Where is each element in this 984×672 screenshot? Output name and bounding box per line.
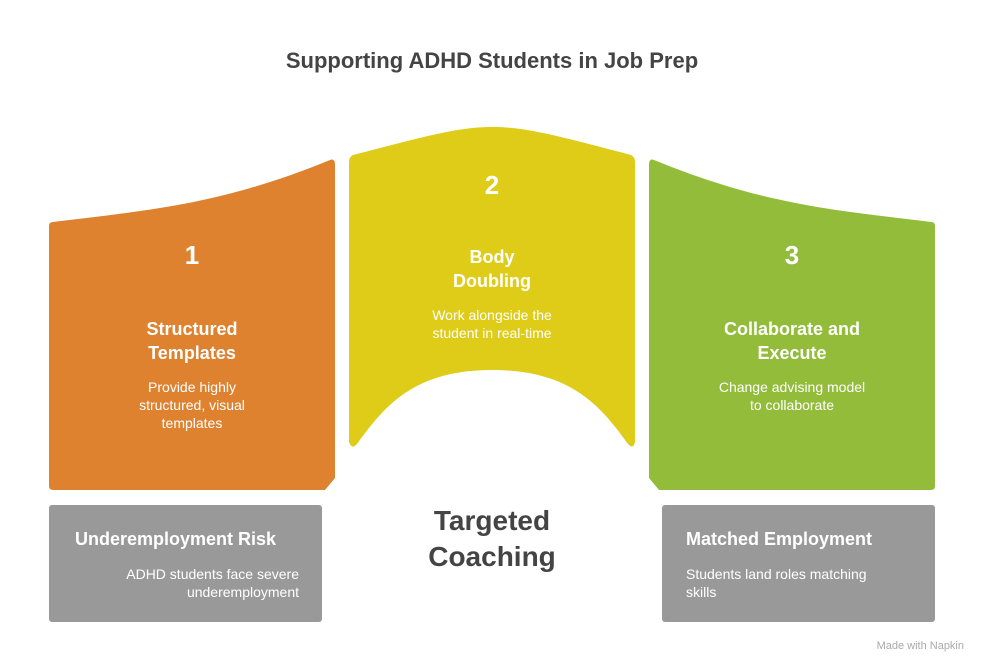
step-3-number: 3 [784,240,800,270]
step-2-number: 2 [484,170,500,200]
center-label: Targeted Coaching [428,505,556,572]
step-1-shape [49,159,335,491]
start-box: Underemployment Risk ADHD students face … [49,505,322,622]
step-2-description: Work alongside the student in real-time [432,307,552,341]
step-1-heading: Structured Templates [146,319,238,363]
step-3-heading: Collaborate and Execute [723,319,861,363]
end-description: Students land roles matching skills [686,566,867,600]
napkin-watermark: Made with Napkin [876,640,964,652]
step-1-number: 1 [184,240,200,270]
step-3-shape [649,159,935,491]
step-1-description: Provide highly structured, visual templa… [139,379,245,431]
start-description: ADHD students face severe underemploymen… [126,566,299,600]
step-2-shape [349,127,635,447]
diagram-title: Supporting ADHD Students in Job Prep [285,48,699,73]
step-2-heading: Body Doubling [453,247,531,291]
step-3-description: Change advising model to collaborate [718,379,866,413]
end-box: Matched Employment Students land roles m… [662,505,935,622]
start-heading: Underemployment Risk [75,529,277,549]
end-heading: Matched Employment [686,529,873,549]
